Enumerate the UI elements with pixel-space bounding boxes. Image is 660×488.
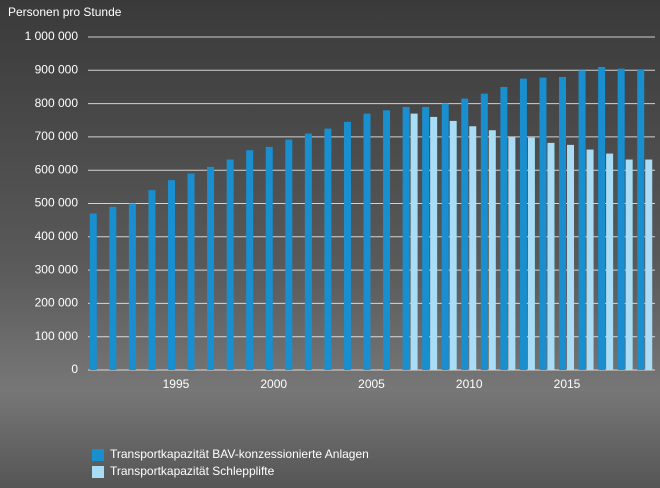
y-tick-label: 100 000 [35,329,79,343]
bar [168,180,175,370]
y-tick-label: 1 000 000 [25,29,79,43]
bar [559,77,566,370]
bar [539,78,546,370]
bar [547,143,554,370]
bar [626,160,633,370]
bar [587,150,594,370]
bar [442,104,449,370]
bar [109,207,116,370]
bar [207,167,214,370]
bar [344,122,351,370]
bar [489,130,496,370]
bar [148,190,155,370]
bar [606,154,613,370]
bar [305,134,312,370]
bar [129,204,136,371]
legend-swatch [92,449,104,461]
y-tick-label: 900 000 [35,62,79,76]
x-tick-label: 2015 [554,377,581,391]
bar [422,107,429,370]
bar [90,213,97,370]
bar [645,160,652,370]
legend-label: Transportkapazität BAV-konzessionierte A… [110,447,369,461]
y-tick-label: 200 000 [35,296,79,310]
legend-label: Transportkapazität Schlepplifte [110,464,275,478]
bar [266,147,273,370]
bar [364,114,371,370]
y-tick-label: 500 000 [35,196,79,210]
bar [469,126,476,370]
y-tick-label: 800 000 [35,96,79,110]
bar [285,140,292,370]
bar [567,145,574,370]
bar [618,69,625,370]
y-tick-label: 300 000 [35,262,79,276]
bar [598,67,605,370]
bar [411,114,418,370]
chart: Personen pro Stunde 0 100 000 200 000 300 0… [0,0,660,488]
x-tick-label: 2005 [358,377,385,391]
bar [324,129,331,370]
x-tick-label: 1995 [163,377,190,391]
y-axis-title: Personen pro Stunde [8,5,122,19]
x-tick-label: 2010 [456,377,483,391]
legend-swatch [92,466,104,478]
y-tick-label: 400 000 [35,229,79,243]
bar [450,121,457,370]
bar [481,94,488,370]
y-tick-label: 700 000 [35,129,79,143]
bar [637,69,644,370]
bar [403,107,410,370]
bar [383,110,390,370]
y-tick-label: 0 [71,362,78,376]
bar [528,138,535,370]
bar [188,174,195,370]
y-tick-label: 600 000 [35,162,79,176]
bar [461,99,468,370]
bar [246,150,253,370]
bar [579,70,586,370]
bar [520,79,527,370]
bar [227,160,234,370]
bar [508,137,515,370]
bar [430,117,437,370]
bar [500,87,507,370]
x-tick-label: 2000 [260,377,287,391]
